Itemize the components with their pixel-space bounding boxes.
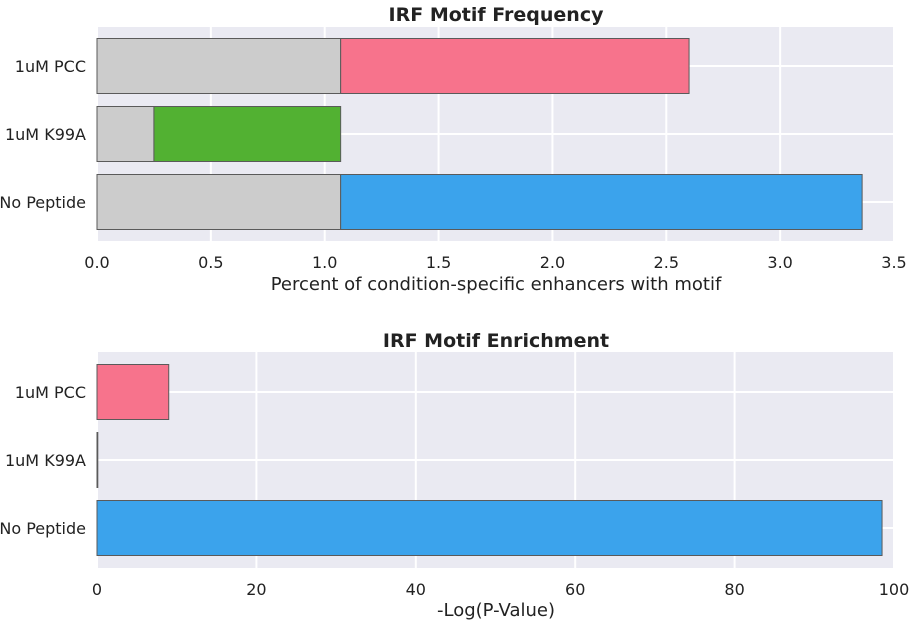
top-xtick-label: 2.5 [654, 253, 679, 272]
top-category-label: No Peptide [0, 193, 86, 212]
frequency-chart-xlabel: Percent of condition-specific enhancers … [271, 274, 722, 295]
bot-category-label: 1uM K99A [5, 451, 86, 470]
enrichment-chart: IRF Motif Enrichment 1uM PCC 1uM K99A No P… [0, 330, 909, 621]
top-xtick-label: 0.0 [84, 253, 109, 272]
bot-xtick-label: 20 [246, 580, 266, 599]
bot-xtick-label: 40 [406, 580, 426, 599]
top-bar-segment [96, 106, 155, 162]
bot-category-label: No Peptide [0, 519, 86, 538]
bot-xtick-label: 0 [92, 580, 102, 599]
top-bar-segment [153, 106, 342, 162]
frequency-chart-title: IRF Motif Frequency [389, 4, 605, 26]
top-bar-segment [96, 174, 342, 230]
top-bar-segment [96, 38, 342, 94]
bot-bar [96, 500, 883, 556]
top-bar-segment [340, 38, 690, 94]
top-category-label: 1uM PCC [15, 57, 86, 76]
enrichment-chart-title: IRF Motif Enrichment [383, 330, 609, 352]
top-bar-segment [340, 174, 863, 230]
bot-xtick-label: 80 [724, 580, 744, 599]
bot-category-label: 1uM PCC [15, 383, 86, 402]
top-xtick-label: 0.5 [198, 253, 223, 272]
top-xtick-label: 3.5 [881, 253, 906, 272]
bot-bar [96, 432, 99, 488]
enrichment-chart-xlabel: -Log(P-Value) [437, 600, 555, 621]
top-xtick-label: 3.0 [767, 253, 792, 272]
bot-xtick-label: 60 [565, 580, 585, 599]
top-xtick-label: 1.0 [312, 253, 337, 272]
top-xtick-label: 1.5 [426, 253, 451, 272]
top-category-label: 1uM K99A [5, 125, 86, 144]
bot-xtick-label: 100 [879, 580, 910, 599]
frequency-chart: IRF Motif Frequency 1uM PCC 1uM K99A No Pe… [0, 4, 907, 295]
top-xtick-label: 2.0 [540, 253, 565, 272]
bot-bar [96, 364, 170, 420]
